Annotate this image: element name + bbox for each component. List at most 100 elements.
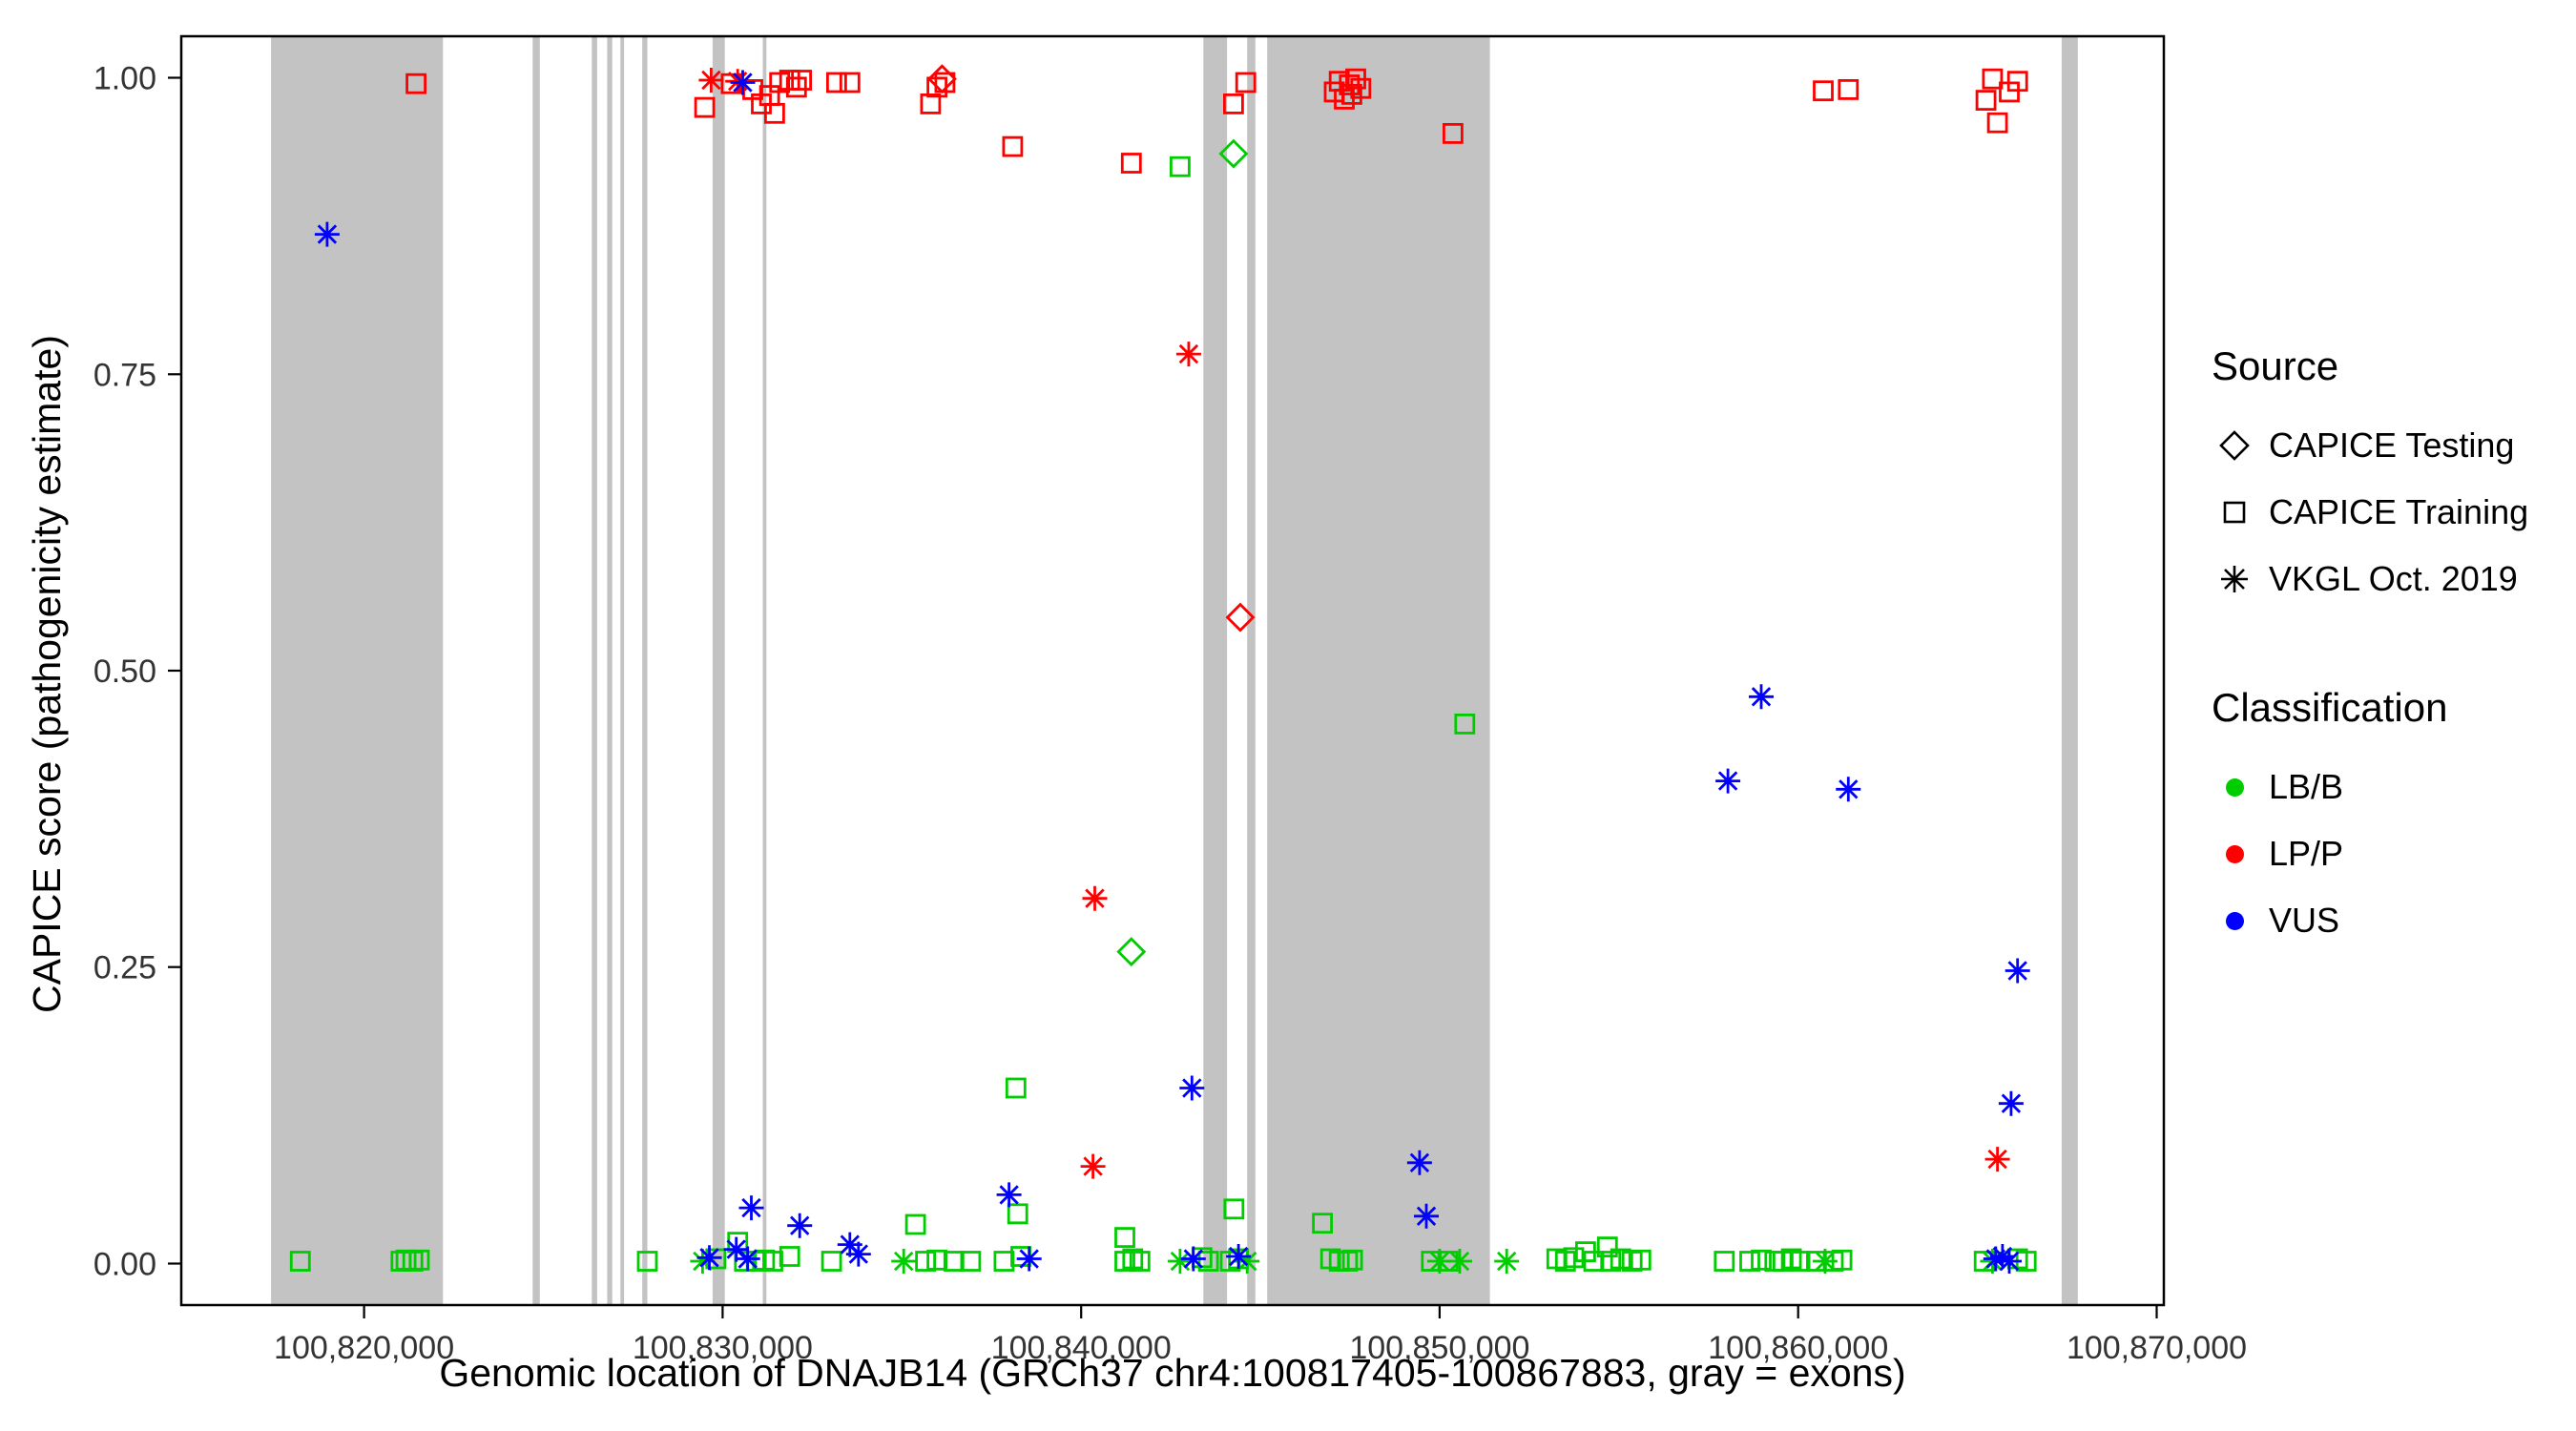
- exon-band: [1203, 37, 1228, 1304]
- exon-band: [642, 37, 648, 1304]
- data-point-diamond: [1225, 602, 1256, 633]
- exon-band: [762, 37, 767, 1304]
- data-point-asterisk: [1447, 1249, 1472, 1274]
- data-point-square: [839, 72, 861, 93]
- legend-item-label: VUS: [2269, 901, 2340, 940]
- legend-item-capice-testing: CAPICE Testing: [2212, 412, 2574, 479]
- data-point-square: [821, 1251, 842, 1272]
- data-point-asterisk: [698, 68, 724, 93]
- data-point-square: [960, 1251, 982, 1272]
- data-point-asterisk: [1998, 1090, 2024, 1116]
- exon-band: [712, 37, 725, 1304]
- panel-border: [179, 34, 2166, 1307]
- x-axis-tick-label: 100,870,000: [2067, 1330, 2247, 1366]
- data-point-square: [826, 72, 847, 93]
- data-point-asterisk: [1494, 1249, 1520, 1274]
- data-point-asterisk: [787, 1213, 813, 1238]
- data-point-square: [1739, 1251, 1760, 1272]
- data-point-square: [1563, 1247, 1585, 1269]
- legend-item-capice-training: CAPICE Training: [2212, 479, 2574, 546]
- data-point-square: [405, 73, 427, 94]
- data-point-square: [1122, 1248, 1144, 1270]
- x-axis-tick-label: 100,850,000: [1349, 1330, 1529, 1366]
- data-point-square: [289, 1251, 311, 1272]
- data-point-asterisk: [1080, 1153, 1106, 1179]
- x-axis-tick-label: 100,860,000: [1708, 1330, 1888, 1366]
- data-point-square: [1982, 68, 2004, 90]
- data-point-asterisk: [2005, 958, 2030, 984]
- data-point-asterisk: [1983, 1246, 2008, 1272]
- data-point-square: [1235, 72, 1257, 93]
- data-point-asterisk: [738, 1195, 764, 1221]
- data-point-asterisk: [1984, 1147, 2010, 1172]
- legend-source-title: Source: [2212, 343, 2339, 388]
- data-point-asterisk: [1082, 885, 1108, 911]
- exon-band: [271, 37, 444, 1304]
- data-point-square: [926, 1249, 947, 1271]
- data-point-square: [636, 1251, 658, 1272]
- legend-item-label: CAPICE Training: [2269, 492, 2529, 531]
- data-point-square: [915, 1251, 936, 1272]
- legend-item-vus: VUS: [2212, 887, 2574, 954]
- data-point-asterisk: [723, 1236, 749, 1262]
- exon-band: [1247, 37, 1256, 1304]
- data-point-asterisk: [1180, 1246, 1206, 1272]
- data-point-square: [993, 1251, 1015, 1272]
- data-point-square: [920, 93, 942, 114]
- x-axis-title: Genomic location of DNAJB14 (GRCh37 chr4…: [439, 1351, 1906, 1395]
- data-point-square: [1630, 1249, 1652, 1271]
- legend-item-lpp: LP/P: [2212, 820, 2574, 887]
- data-point-asterisk: [1414, 1203, 1439, 1229]
- exon-band: [607, 37, 613, 1304]
- legend-item-vkgl: VKGL Oct. 2019: [2212, 546, 2574, 612]
- data-point-square: [785, 76, 807, 98]
- legend-item-label: CAPICE Testing: [2269, 425, 2515, 465]
- y-axis-title: CAPICE score (pathogenicity estimate): [25, 335, 69, 1013]
- data-point-square: [1223, 93, 1244, 114]
- y-axis-tick-label: 0.00: [93, 1247, 156, 1283]
- data-point-square: [1975, 90, 1997, 111]
- data-point-square: [1005, 1077, 1027, 1099]
- asterisk-icon: [2212, 556, 2257, 602]
- x-axis-tick-label: 100,840,000: [991, 1330, 1172, 1366]
- data-point-square: [1838, 79, 1859, 100]
- y-axis-tick-label: 0.50: [93, 653, 156, 690]
- y-axis-tick-label: 1.00: [93, 61, 156, 97]
- data-point-asterisk: [1749, 684, 1774, 710]
- data-point-square: [694, 96, 716, 118]
- data-point-square: [1596, 1236, 1618, 1257]
- data-point-asterisk: [1997, 1249, 2022, 1274]
- data-point-asterisk: [837, 1232, 862, 1257]
- x-axis-tick-label: 100,820,000: [274, 1330, 454, 1366]
- data-point-square: [1789, 1251, 1811, 1272]
- data-point-asterisk: [1836, 777, 1861, 802]
- data-point-square: [1443, 122, 1464, 144]
- vus-color-dot-icon: [2212, 898, 2257, 944]
- exon-band: [532, 37, 540, 1304]
- data-point-square: [1002, 135, 1024, 157]
- data-point-square: [1813, 80, 1834, 102]
- lbb-color-dot-icon: [2212, 764, 2257, 810]
- data-point-diamond: [1116, 937, 1147, 967]
- exon-band: [592, 37, 597, 1304]
- legend-item-lbb: LB/B: [2212, 754, 2574, 820]
- legend-group-source: Source CAPICE Testing CAPICE Training VK…: [2212, 343, 2574, 612]
- square-icon: [2212, 489, 2257, 535]
- data-point-asterisk: [845, 1241, 871, 1267]
- legend-item-label: LB/B: [2269, 767, 2344, 806]
- legend: Source CAPICE Testing CAPICE Training VK…: [2212, 343, 2574, 954]
- data-point-asterisk: [1235, 1249, 1260, 1274]
- diamond-icon: [2212, 423, 2257, 468]
- data-point-square: [1350, 77, 1372, 99]
- data-point-asterisk: [735, 1246, 760, 1272]
- data-point-square: [1170, 156, 1191, 177]
- data-point-square: [779, 70, 800, 91]
- data-point-square: [1197, 1251, 1219, 1272]
- data-point-square: [1223, 1198, 1245, 1220]
- data-point-square: [2006, 71, 2028, 93]
- data-point-square: [408, 1249, 430, 1271]
- legend-classification-title: Classification: [2212, 685, 2448, 730]
- data-point-square: [1986, 112, 2008, 134]
